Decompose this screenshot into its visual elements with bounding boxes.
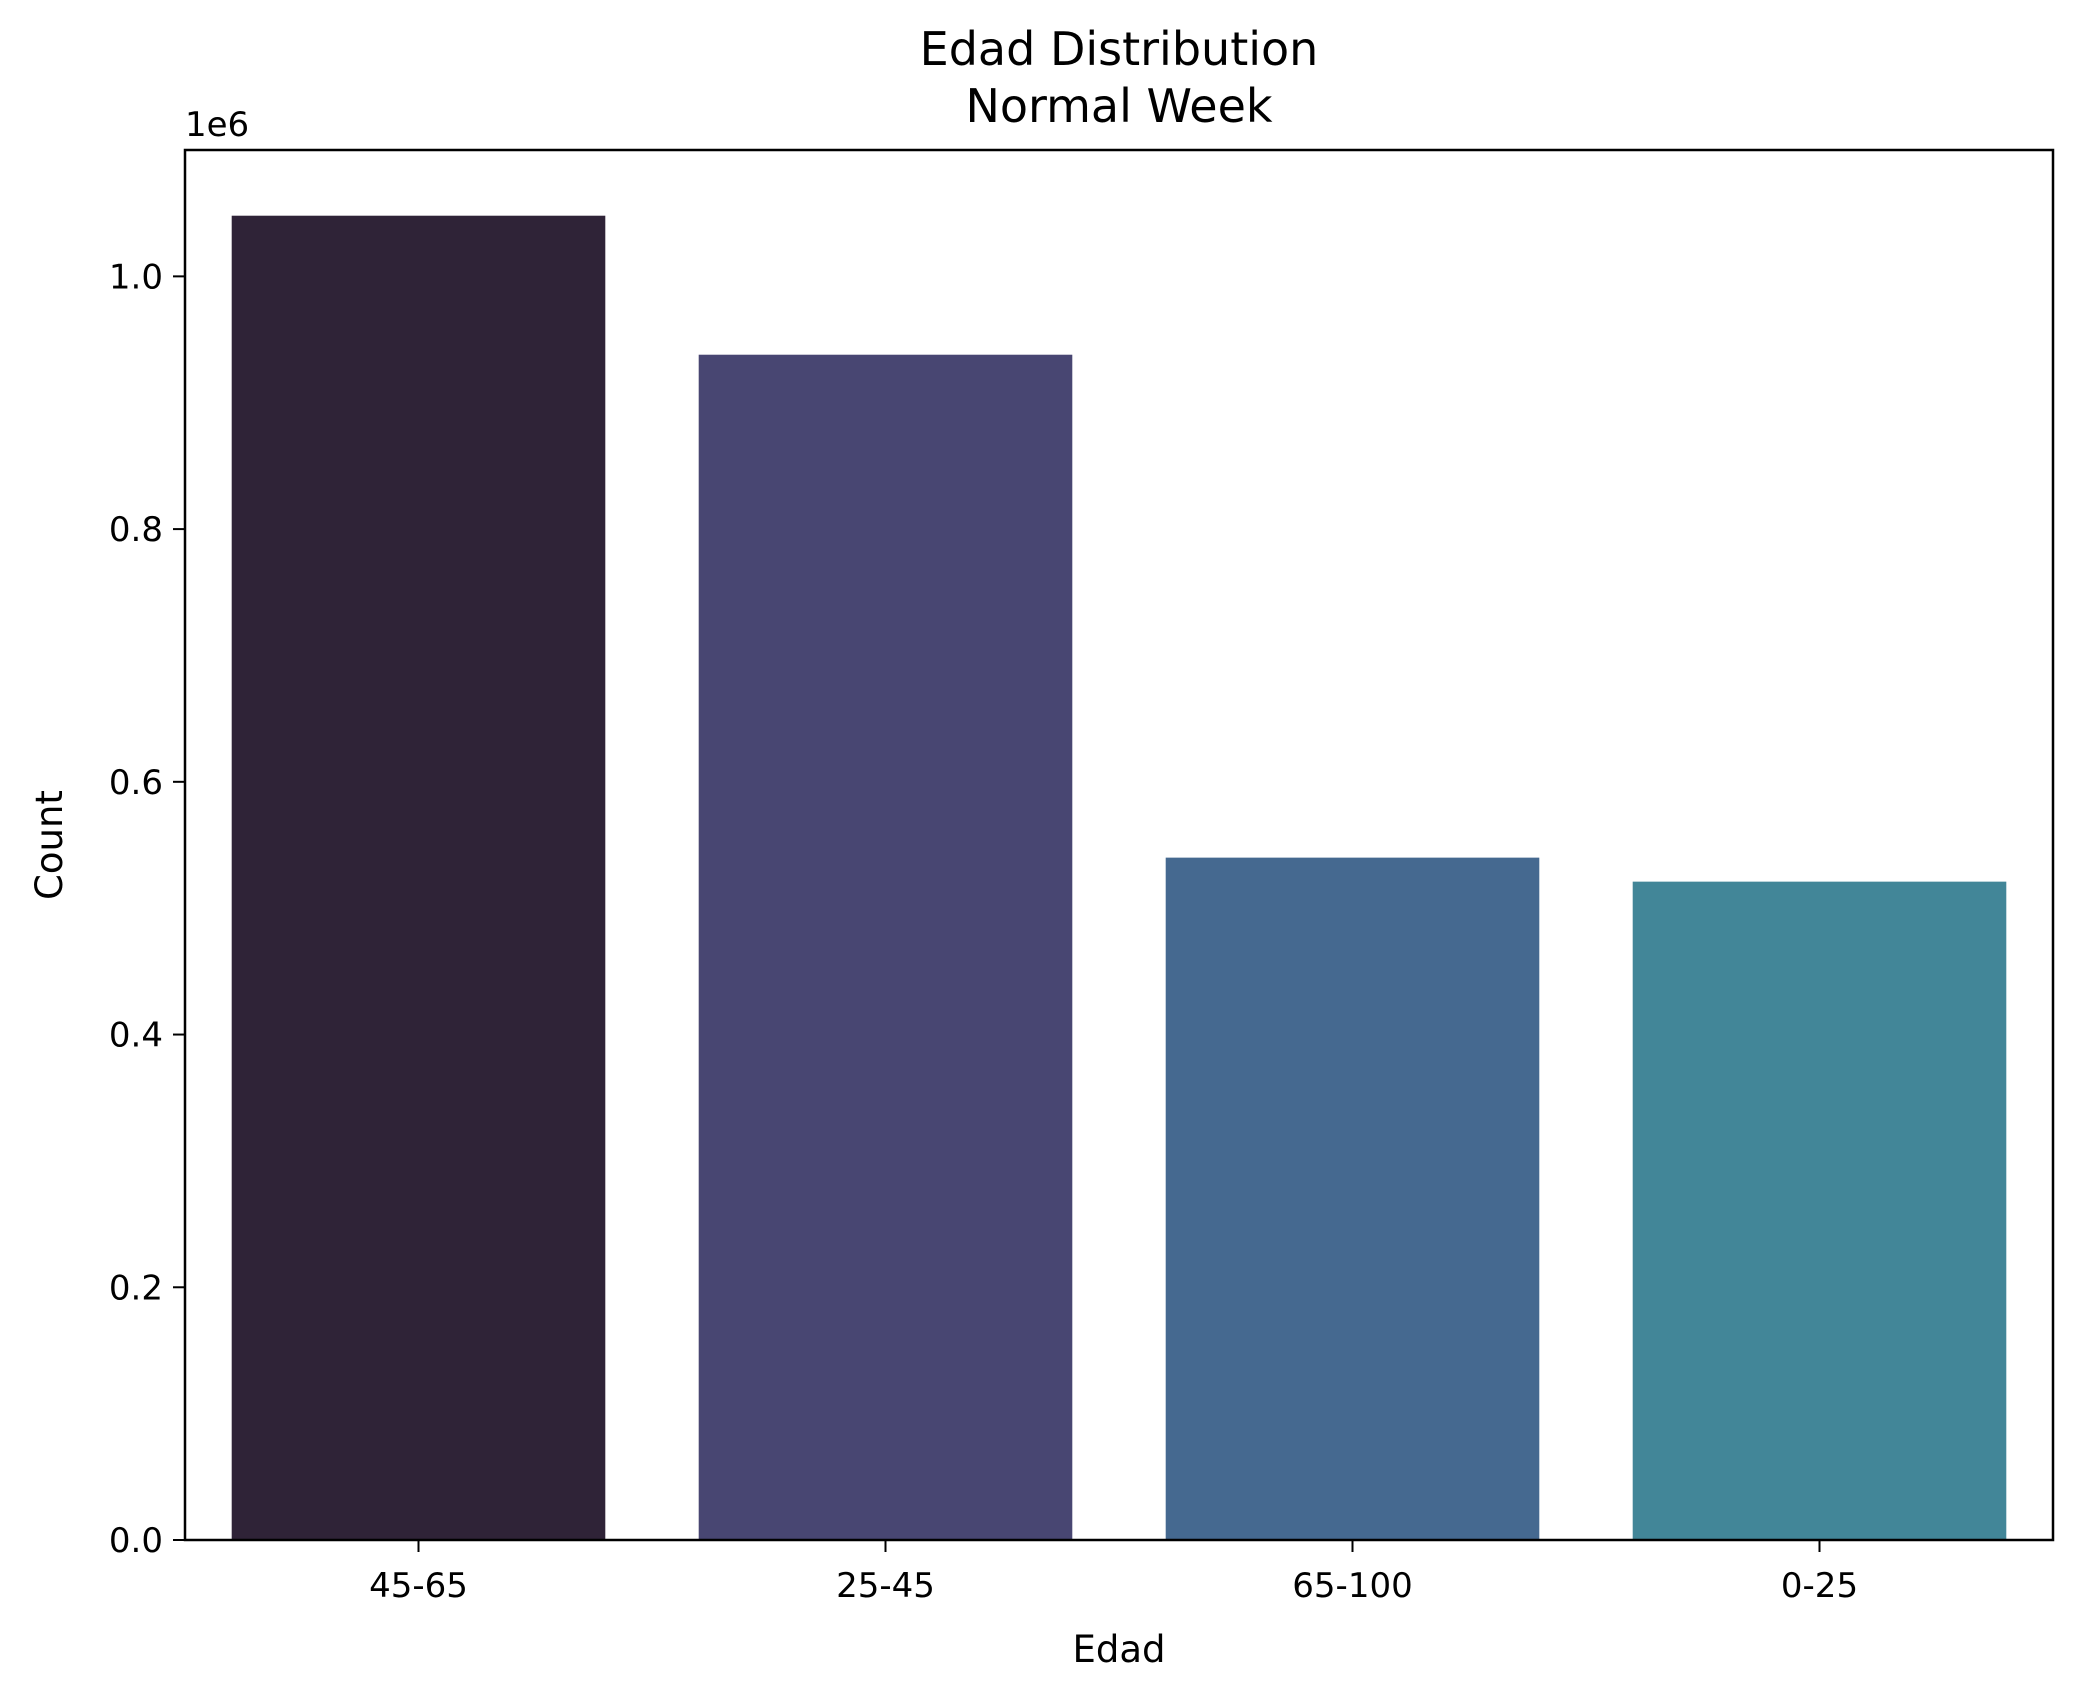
x-tick-label: 25-45 bbox=[836, 1566, 935, 1606]
chart-subtitle: Normal Week bbox=[965, 79, 1272, 133]
x-tick-label: 45-65 bbox=[369, 1566, 468, 1606]
y-tick-label: 0.4 bbox=[109, 1016, 163, 1056]
bar-25-45 bbox=[698, 354, 1073, 1540]
x-axis-label: Edad bbox=[1072, 1628, 1165, 1671]
y-tick-label: 0.8 bbox=[109, 510, 163, 550]
y-axis: 0.0 0.2 0.4 0.6 0.8 1.0 bbox=[109, 257, 185, 1561]
y-tick-label: 0.2 bbox=[109, 1268, 163, 1308]
x-tick-label: 65-100 bbox=[1292, 1566, 1412, 1606]
bar-65-100 bbox=[1165, 857, 1540, 1540]
bars-layer bbox=[231, 215, 2007, 1540]
x-tick-label: 0-25 bbox=[1781, 1566, 1858, 1606]
x-axis: 45-65 25-45 65-100 0-25 bbox=[369, 1540, 1858, 1606]
plot-frame bbox=[183, 148, 2055, 1542]
y-offset-label: 1e6 bbox=[185, 105, 249, 145]
bar-0-25 bbox=[1632, 881, 2007, 1540]
bar-45-65 bbox=[231, 215, 606, 1540]
chart-title: Edad Distribution bbox=[920, 22, 1319, 76]
y-axis-label: Count bbox=[28, 790, 71, 900]
y-tick-label: 0.6 bbox=[109, 763, 163, 803]
y-tick-label: 1.0 bbox=[109, 257, 163, 297]
y-tick-label: 0.0 bbox=[109, 1521, 163, 1561]
